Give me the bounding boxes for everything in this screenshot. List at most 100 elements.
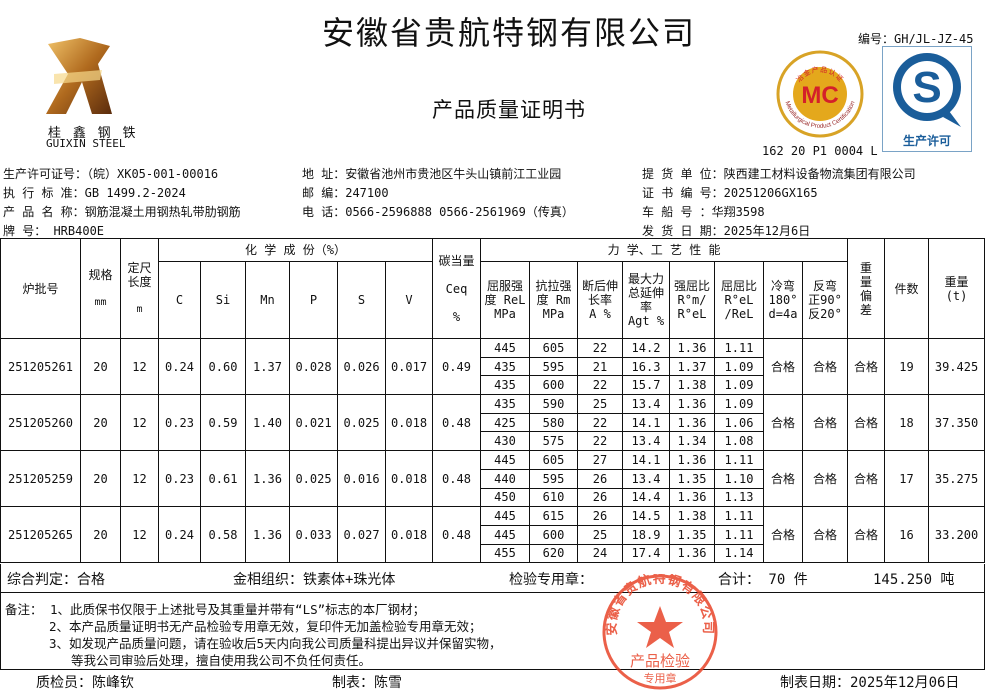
table-row: 251205261 20 12 0.24 0.60 1.37 0.028 0.026 0.017… bbox=[0, 337, 986, 396]
grade: 牌 号： HRB400E bbox=[3, 224, 105, 238]
mc-code: 162 20 P1 0004 L bbox=[762, 144, 878, 158]
mech-value: 1.36 bbox=[669, 544, 715, 564]
pieces: 16 bbox=[884, 506, 930, 564]
weight-deviation: 合格 bbox=[847, 394, 886, 452]
microstructure: 金相组织：铁素体+珠光体 bbox=[233, 572, 396, 588]
mech-value: 610 bbox=[529, 488, 578, 508]
header-ceq-unit: % bbox=[452, 309, 461, 324]
mech-value: 600 bbox=[529, 375, 578, 396]
table-row: 251205259 20 12 0.23 0.61 1.36 0.025 0.016 0.018… bbox=[0, 450, 986, 508]
header-mech-7: 反弯 正90° 反20° bbox=[801, 261, 849, 339]
batch-number: 251205261 bbox=[0, 337, 81, 396]
total-pieces: 合计： 70 件 bbox=[718, 572, 808, 588]
header-chem-5: V bbox=[385, 261, 433, 339]
mech-value: 21 bbox=[577, 357, 623, 377]
header-mech-5: 屈屈比 R°eL /ReL bbox=[714, 261, 764, 339]
mc-certification-mark: 冶金产品认证 Metallurgical Product Certificati… bbox=[776, 50, 864, 138]
header-batch: 炉批号 bbox=[0, 238, 81, 339]
header-mech-6: 冷弯 180° d=4a bbox=[763, 261, 803, 339]
chem-value: 0.018 bbox=[385, 450, 433, 508]
mech-value: 605 bbox=[529, 338, 578, 358]
table-row: 251205265 20 12 0.24 0.58 1.36 0.033 0.027 0.018… bbox=[0, 506, 986, 564]
mech-value: 13.4 bbox=[622, 469, 670, 489]
address: 地 址：安徽省池州市贵池区牛头山镇前江工业园 bbox=[302, 167, 562, 181]
phone: 电 话：0566-2596888 0566-2561969（传真） bbox=[302, 205, 574, 219]
reverse-bend: 合格 bbox=[801, 450, 849, 508]
mech-value: 25 bbox=[577, 394, 623, 414]
qs-letter: S bbox=[912, 63, 941, 112]
mech-value: 25 bbox=[577, 525, 623, 545]
chem-value: 0.017 bbox=[385, 337, 433, 396]
mech-value: 455 bbox=[480, 544, 530, 564]
mech-value: 1.38 bbox=[669, 506, 715, 526]
mech-value: 22 bbox=[577, 413, 623, 433]
remark-line-4: 等我公司审验后处理，擅自使用我公司不负任何责任。 bbox=[71, 653, 372, 668]
mech-value: 1.11 bbox=[714, 506, 764, 526]
mech-value: 590 bbox=[529, 394, 578, 414]
mech-value: 450 bbox=[480, 488, 530, 508]
preparer: 制表：陈雪 bbox=[332, 675, 402, 691]
total-weight: 145.250 吨 bbox=[873, 572, 955, 588]
qs-caption: 生产许可 bbox=[902, 134, 951, 148]
spec: 20 bbox=[80, 450, 121, 508]
mc-letters: MC bbox=[801, 82, 838, 109]
table-row: 440 595 26 13.4 1.35 1.10 bbox=[1, 469, 985, 489]
table-row: 435 595 21 16.3 1.37 1.09 bbox=[1, 357, 985, 377]
header-ceq: 碳当量 Ceq% bbox=[432, 238, 481, 339]
mech-value: 445 bbox=[480, 525, 530, 545]
mech-value: 1.36 bbox=[669, 338, 715, 358]
mech-value: 13.4 bbox=[622, 394, 670, 414]
mech-value: 26 bbox=[577, 469, 623, 489]
chem-value: 0.60 bbox=[200, 337, 246, 396]
summary-row: 综合判定：合格 金相组织：铁素体+珠光体 检验专用章： 合计： 70 件 145… bbox=[0, 564, 985, 593]
spec: 20 bbox=[80, 394, 121, 452]
mech-value: 435 bbox=[480, 394, 530, 414]
mech-value: 26 bbox=[577, 506, 623, 526]
header-length: 定尺长度 m bbox=[120, 238, 159, 339]
mech-value: 435 bbox=[480, 357, 530, 377]
mech-value: 26 bbox=[577, 488, 623, 508]
mech-value: 1.36 bbox=[669, 394, 715, 414]
weight-deviation: 合格 bbox=[847, 506, 886, 564]
mech-value: 1.35 bbox=[669, 469, 715, 489]
cold-bend: 合格 bbox=[763, 337, 803, 396]
header-mech-2: 断后伸长率 A % bbox=[577, 261, 623, 339]
header-length-label: 定尺长度 bbox=[127, 260, 152, 289]
chem-value: 0.59 bbox=[200, 394, 246, 452]
inspector: 质检员：陈峰钦 bbox=[36, 675, 134, 691]
header-chem-1: Si bbox=[200, 261, 246, 339]
cold-bend: 合格 bbox=[763, 394, 803, 452]
product-name: 产 品 名 称：钢筋混凝土用钢热轧带肋钢筋 bbox=[3, 205, 241, 219]
chem-value: 0.026 bbox=[337, 337, 386, 396]
reverse-bend: 合格 bbox=[801, 394, 849, 452]
mech-value: 600 bbox=[529, 525, 578, 545]
header-pieces: 件数 bbox=[884, 238, 930, 339]
header-chem-4: S bbox=[337, 261, 386, 339]
header-chemical-group: 化 学 成 份（%） bbox=[158, 238, 433, 262]
document-number: 编号：GH/JL-JZ-45 bbox=[858, 32, 974, 46]
header-weight: 重量 (t) bbox=[928, 238, 986, 339]
mc-badge-icon: 冶金产品认证 Metallurgical Product Certificati… bbox=[776, 50, 864, 138]
chem-value: 0.016 bbox=[337, 450, 386, 508]
postcode: 邮 编：247100 bbox=[302, 186, 389, 200]
mech-value: 1.13 bbox=[714, 488, 764, 508]
mech-value: 1.34 bbox=[669, 431, 715, 452]
mech-value: 18.9 bbox=[622, 525, 670, 545]
mech-value: 620 bbox=[529, 544, 578, 564]
table-row: 455 620 24 17.4 1.36 1.14 bbox=[1, 544, 985, 564]
weight: 35.275 bbox=[928, 450, 986, 508]
mech-value: 22 bbox=[577, 431, 623, 452]
mech-value: 16.3 bbox=[622, 357, 670, 377]
remarks: 备注： 1、此质保书仅限于上述批号及其重量并带有“LS”标志的本厂钢材； 2、本… bbox=[0, 592, 985, 670]
logo-english-name: GUIXIN STEEL bbox=[46, 137, 126, 150]
mech-value: 14.5 bbox=[622, 506, 670, 526]
license-number: 生产许可证号：（皖）XK05-001-00016 bbox=[3, 167, 219, 181]
reverse-bend: 合格 bbox=[801, 506, 849, 564]
table-row: 445 600 25 18.9 1.35 1.11 bbox=[1, 525, 985, 545]
mech-value: 445 bbox=[480, 450, 530, 470]
red-seal-icon: 安徽省贵航特钢有限公司 产品检验 专用章 bbox=[602, 571, 718, 690]
ceq-value: 0.48 bbox=[432, 506, 481, 564]
mech-value: 1.09 bbox=[714, 394, 764, 414]
mech-value: 1.38 bbox=[669, 375, 715, 396]
chem-value: 1.36 bbox=[245, 450, 290, 508]
